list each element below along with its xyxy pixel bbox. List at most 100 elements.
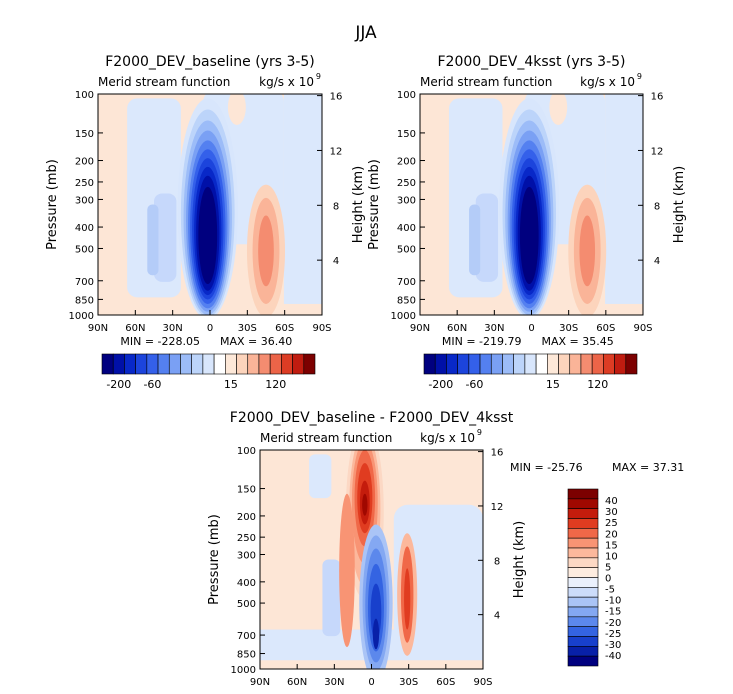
y-right-tick-label: 16 bbox=[651, 92, 664, 103]
y-tick-label: 700 bbox=[237, 631, 256, 642]
max-label: MAX = 37.31 bbox=[612, 461, 684, 474]
colorbar-swatch bbox=[191, 353, 204, 375]
colorbar-swatch bbox=[292, 353, 305, 375]
colorbar-swatch bbox=[213, 353, 226, 375]
colorbar-label: 40 bbox=[605, 496, 618, 507]
contour-band bbox=[258, 215, 274, 287]
y-right-tick-label: 8 bbox=[494, 556, 500, 567]
colorbar-swatch bbox=[567, 528, 599, 539]
y-tick-label: 150 bbox=[75, 129, 94, 140]
contour-region bbox=[283, 94, 322, 304]
colorbar-swatch bbox=[502, 353, 514, 375]
x-tick-label: 90S bbox=[312, 323, 331, 334]
contour-region bbox=[322, 559, 341, 637]
contour-band bbox=[549, 94, 568, 125]
colorbar-swatch bbox=[567, 557, 599, 568]
y-axis-title: Pressure (mb) bbox=[367, 159, 382, 250]
colorbar-label: 20 bbox=[605, 529, 618, 540]
colorbar-swatch bbox=[567, 655, 599, 667]
x-tick-label: 60S bbox=[275, 323, 294, 334]
x-tick-label: 30S bbox=[238, 323, 257, 334]
colorbar-label: -60 bbox=[143, 378, 161, 391]
colorbar-swatch bbox=[247, 353, 260, 375]
x-tick-label: 30N bbox=[163, 323, 183, 334]
contour-band bbox=[372, 618, 380, 650]
y-right-tick-label: 12 bbox=[491, 502, 504, 513]
colorbar-label: -20 bbox=[605, 618, 621, 629]
y-right-tick-label: 16 bbox=[491, 448, 504, 459]
colorbar-swatch bbox=[580, 353, 593, 375]
y-tick-label: 500 bbox=[75, 244, 94, 255]
colorbar-swatch bbox=[269, 353, 282, 375]
y-tick-label: 150 bbox=[237, 485, 256, 496]
y-axis-title: Pressure (mb) bbox=[207, 514, 222, 605]
y-tick-label: 1000 bbox=[391, 311, 416, 322]
y-right-tick-label: 16 bbox=[330, 92, 343, 103]
y-tick-label: 300 bbox=[397, 195, 416, 206]
colorbar-swatch bbox=[567, 587, 599, 598]
contour-field bbox=[420, 94, 643, 315]
contour-band bbox=[227, 94, 246, 125]
x-tick-label: 30N bbox=[484, 323, 504, 334]
y-tick-label: 400 bbox=[75, 223, 94, 234]
contour-band bbox=[198, 186, 218, 285]
y-tick-label: 850 bbox=[397, 295, 416, 306]
x-tick-label: 60N bbox=[447, 323, 467, 334]
x-tick-label: 0 bbox=[207, 323, 213, 334]
colorbar-label: -60 bbox=[465, 378, 483, 391]
contour-region bbox=[309, 454, 332, 499]
colorbar-label: 10 bbox=[605, 551, 618, 562]
y-right-axis-title: Height (km) bbox=[512, 521, 527, 598]
y-tick-label: 250 bbox=[397, 178, 416, 189]
x-tick-label: 0 bbox=[528, 323, 534, 334]
y-axis-title: Pressure (mb) bbox=[45, 159, 60, 250]
colorbar-label: 0 bbox=[605, 574, 611, 585]
y-tick-label: 850 bbox=[75, 295, 94, 306]
colorbar-swatch bbox=[567, 606, 599, 618]
contour-region bbox=[605, 94, 643, 304]
y-tick-label: 100 bbox=[75, 90, 94, 101]
x-tick-label: 30N bbox=[324, 677, 344, 688]
colorbar: -200 -60 15 120 bbox=[101, 353, 316, 391]
colorbar-swatch bbox=[468, 353, 481, 375]
colorbar-swatch bbox=[146, 353, 159, 375]
y-tick-label: 300 bbox=[237, 550, 256, 561]
colorbar-swatch bbox=[513, 353, 526, 375]
x-tick-label: 60S bbox=[596, 323, 615, 334]
contour-region bbox=[475, 193, 499, 282]
colorbar-swatch bbox=[567, 498, 599, 509]
y-right-axis-title: Height (km) bbox=[351, 166, 366, 243]
y-right-tick-label: 4 bbox=[494, 611, 500, 622]
y-tick-label: 400 bbox=[397, 223, 416, 234]
x-tick-label: 90N bbox=[410, 323, 430, 334]
min-label: MIN = -219.79 bbox=[442, 335, 522, 348]
colorbar-swatch bbox=[101, 353, 114, 375]
y-tick-label: 200 bbox=[237, 512, 256, 523]
colorbar-swatch bbox=[423, 353, 436, 375]
panel-subtitle: Merid stream function bbox=[260, 431, 392, 445]
colorbar-label: 15 bbox=[605, 540, 618, 551]
contour-band bbox=[339, 493, 355, 648]
contour-band bbox=[519, 186, 539, 285]
colorbar-swatch bbox=[614, 353, 627, 375]
x-tick-label: 60N bbox=[287, 677, 307, 688]
colorbar-label: 15 bbox=[546, 378, 560, 391]
colorbar-swatch bbox=[281, 353, 293, 375]
contour-region bbox=[469, 204, 481, 276]
colorbar-swatch bbox=[625, 353, 638, 375]
baseline-panel: F2000_DEV_baseline (yrs 3-5) Merid stream… bbox=[45, 54, 366, 391]
colorbar-swatch bbox=[567, 636, 599, 647]
colorbar-swatch bbox=[567, 537, 599, 549]
x-tick-label: 30S bbox=[399, 677, 418, 688]
y-right-tick-label: 12 bbox=[651, 146, 664, 157]
x-tick-label: 30S bbox=[559, 323, 578, 334]
y-right-tick-label: 4 bbox=[654, 256, 660, 267]
colorbar-swatch bbox=[202, 353, 215, 375]
colorbar-swatch bbox=[567, 646, 599, 657]
units-label: kg/s x 10 bbox=[259, 75, 314, 89]
colorbar-swatch bbox=[569, 353, 582, 375]
colorbar-swatch bbox=[225, 353, 237, 375]
y-tick-label: 250 bbox=[237, 533, 256, 544]
y-tick-label: 150 bbox=[397, 129, 416, 140]
y-tick-label: 1000 bbox=[69, 311, 94, 322]
